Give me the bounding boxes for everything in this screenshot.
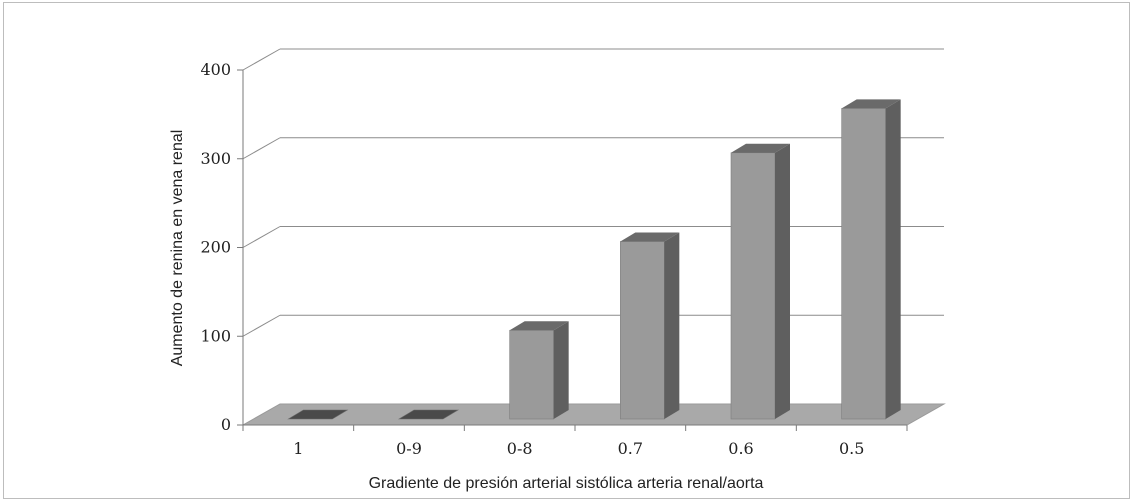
bar-front (620, 241, 665, 420)
floor-layer (241, 403, 946, 426)
axis-layer (237, 69, 908, 431)
bar (730, 143, 790, 420)
x-tick-label: 0.7 (618, 439, 643, 458)
bar-side (775, 143, 790, 419)
bar-top (287, 409, 349, 420)
bar (287, 409, 349, 420)
bar-front (509, 329, 554, 420)
bar (841, 99, 901, 420)
gridline-diagonal (242, 314, 281, 337)
bar-side (664, 232, 680, 419)
x-tick-label: 0.5 (839, 439, 864, 458)
tick-layer: 0 100 200 300 400 1 0-9 0-8 0.7 0.6 0.5 (200, 60, 864, 458)
chart-floor (241, 403, 946, 426)
gridline-diagonal (242, 137, 281, 160)
bar-top (620, 232, 680, 242)
y-tick-label: 100 (200, 326, 231, 345)
bar-front (841, 108, 886, 420)
bar (509, 321, 569, 420)
bar-layer (287, 99, 901, 420)
x-tick-label: 1 (293, 439, 303, 458)
bar-top (397, 409, 460, 420)
bar-side (553, 321, 569, 419)
bar-front (730, 152, 776, 420)
bar-top (731, 143, 790, 153)
bar (397, 409, 460, 420)
bar (620, 232, 680, 420)
x-axis-title: Gradiente de presión arterial sistólica … (369, 475, 764, 492)
x-tick-label: 0-9 (396, 439, 422, 458)
y-tick-label: 300 (200, 149, 231, 168)
y-tick-label: 0 (221, 415, 231, 434)
x-tick-label: 0-8 (507, 439, 533, 458)
y-tick-label: 400 (200, 60, 231, 79)
gridline-diagonal (242, 226, 281, 248)
bar-top (841, 99, 901, 109)
gridline-diagonal (242, 48, 281, 71)
grid-layer (242, 48, 944, 337)
bar-top (509, 321, 569, 331)
y-tick-label: 200 (200, 238, 231, 257)
y-axis-title: Aumento de renina en vena renal (169, 130, 186, 367)
x-tick-label: 0.6 (728, 439, 753, 458)
bar-side (885, 99, 901, 419)
